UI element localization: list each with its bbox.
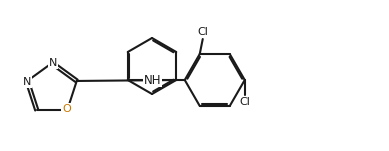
Text: N: N (49, 58, 57, 68)
Text: NH: NH (144, 74, 161, 87)
Text: O: O (62, 104, 71, 114)
Text: Cl: Cl (239, 97, 250, 107)
Text: Cl: Cl (197, 27, 208, 37)
Text: N: N (23, 77, 32, 87)
